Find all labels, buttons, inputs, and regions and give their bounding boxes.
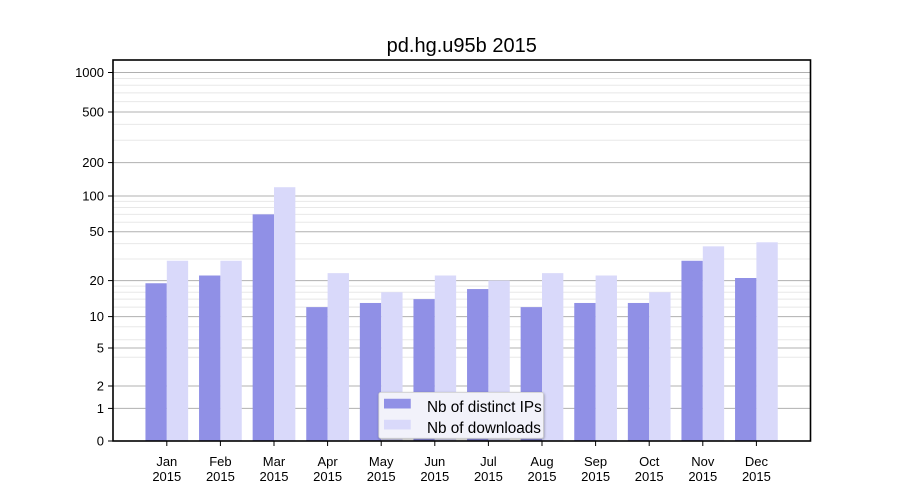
svg-text:2015: 2015 <box>313 469 342 484</box>
svg-text:pd.hg.u95b 2015: pd.hg.u95b 2015 <box>387 35 537 57</box>
svg-text:10: 10 <box>90 309 104 324</box>
svg-text:Aug: Aug <box>530 454 553 469</box>
svg-text:May: May <box>369 454 394 469</box>
svg-text:Jun: Jun <box>424 454 445 469</box>
svg-text:Feb: Feb <box>209 454 231 469</box>
svg-text:2015: 2015 <box>474 469 503 484</box>
svg-text:Nb of downloads: Nb of downloads <box>427 420 541 437</box>
svg-text:2015: 2015 <box>420 469 449 484</box>
svg-text:Nb of distinct IPs: Nb of distinct IPs <box>427 399 542 416</box>
svg-text:50: 50 <box>90 224 104 239</box>
svg-text:Nov: Nov <box>691 454 715 469</box>
svg-text:2015: 2015 <box>581 469 610 484</box>
svg-text:1000: 1000 <box>75 65 104 80</box>
svg-text:1: 1 <box>97 401 104 416</box>
svg-text:2015: 2015 <box>260 469 289 484</box>
svg-text:2015: 2015 <box>742 469 771 484</box>
svg-text:2015: 2015 <box>635 469 664 484</box>
svg-text:2015: 2015 <box>688 469 717 484</box>
svg-text:5: 5 <box>97 341 104 356</box>
svg-text:2015: 2015 <box>152 469 181 484</box>
svg-text:200: 200 <box>82 155 104 170</box>
svg-text:2: 2 <box>97 379 104 394</box>
svg-text:Apr: Apr <box>317 454 338 469</box>
svg-text:2015: 2015 <box>528 469 557 484</box>
svg-text:Jul: Jul <box>480 454 497 469</box>
svg-text:100: 100 <box>82 189 104 204</box>
svg-text:Dec: Dec <box>745 454 769 469</box>
svg-text:Oct: Oct <box>639 454 660 469</box>
svg-text:20: 20 <box>90 273 104 288</box>
svg-text:Sep: Sep <box>584 454 607 469</box>
svg-text:Jan: Jan <box>156 454 177 469</box>
svg-text:500: 500 <box>82 105 104 120</box>
svg-text:Mar: Mar <box>263 454 286 469</box>
svg-text:2015: 2015 <box>206 469 235 484</box>
svg-text:2015: 2015 <box>367 469 396 484</box>
svg-text:0: 0 <box>97 434 104 449</box>
